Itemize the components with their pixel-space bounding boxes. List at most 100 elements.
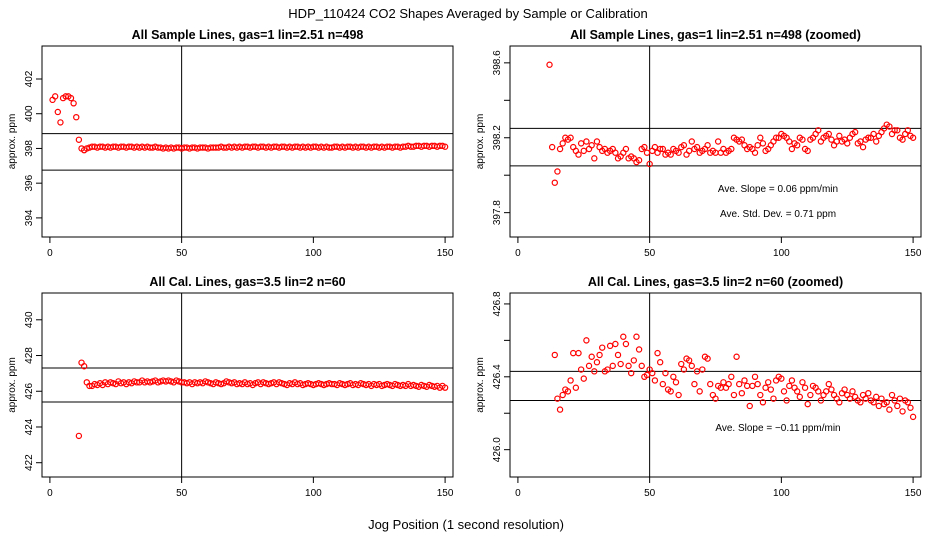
y-tick-label: 424 (24, 418, 35, 435)
data-point (617, 360, 624, 368)
data-point (651, 377, 659, 384)
data-point (559, 391, 566, 399)
x-tick-label: 50 (176, 488, 188, 499)
data-point (577, 366, 585, 373)
data-point (799, 136, 806, 143)
data-point (799, 379, 806, 386)
data-point (886, 406, 893, 413)
data-point (54, 108, 62, 116)
data-point (643, 371, 651, 379)
data-point (757, 391, 764, 399)
data-point (741, 377, 748, 384)
data-point (620, 333, 627, 340)
data-point (704, 355, 711, 362)
data-point (714, 138, 722, 145)
data-point (709, 391, 717, 399)
data-point (680, 366, 688, 373)
panel-cal-lines: All Cal. Lines, gas=3.5 lin=2 n=60 0 50 100… (7, 275, 454, 499)
data-point (580, 375, 587, 382)
data-point (859, 143, 867, 151)
data-point (873, 393, 880, 401)
data-point (825, 380, 832, 388)
data-point (86, 382, 93, 390)
data-point (662, 369, 669, 377)
y-tick-label: 398 (24, 140, 35, 157)
data-point (604, 366, 611, 373)
data-point (591, 368, 598, 375)
data-point (672, 379, 680, 386)
plot-frame (509, 292, 922, 478)
data-point (780, 388, 788, 395)
x-tick-label: 150 (905, 248, 922, 259)
y-tick-label: 428 (24, 347, 35, 364)
x-tick-label: 150 (437, 488, 454, 499)
data-point (575, 349, 582, 357)
data-point (707, 380, 714, 388)
data-point (643, 149, 651, 156)
panel-cal-lines-zoomed: All Cal. Lines, gas=3.5 lin=2 n=60 (zoom… (475, 275, 922, 499)
data-point (851, 393, 859, 401)
data-point (678, 360, 685, 368)
data-point (635, 157, 643, 164)
data-point (783, 397, 790, 404)
data-point (865, 134, 872, 141)
data-point (675, 391, 682, 399)
data-point (894, 402, 901, 410)
data-point (857, 138, 864, 145)
data-point (51, 93, 59, 100)
data-point (559, 140, 566, 147)
y-tick-label: 426.8 (492, 291, 503, 316)
data-point (759, 140, 767, 147)
data-point (583, 138, 590, 145)
data-point (667, 151, 674, 158)
data-point (548, 143, 556, 151)
data-point (751, 149, 759, 156)
annotation: Ave. Slope = −0.11 ppm/min (715, 423, 840, 434)
data-point (612, 149, 619, 156)
data-point (720, 379, 727, 386)
data-point (751, 373, 759, 381)
data-point (841, 386, 848, 393)
x-tick-label: 150 (905, 488, 922, 499)
data-point (825, 130, 832, 138)
data-point (688, 362, 695, 370)
data-point (836, 399, 843, 406)
data-point (859, 391, 867, 399)
x-tick-label: 100 (773, 488, 790, 499)
panel-title: All Cal. Lines, gas=3.5 lin=2 n=60 (zoom… (588, 275, 843, 289)
data-point (754, 380, 761, 388)
y-axis-label: approx. ppm (475, 114, 486, 170)
data-point (704, 142, 711, 149)
data-point (736, 380, 743, 388)
data-point (788, 145, 796, 153)
x-tick-label: 150 (437, 248, 454, 259)
data-point (685, 357, 693, 364)
x-tick-label: 0 (515, 248, 521, 259)
y-tick-label: 394 (24, 209, 35, 226)
y-tick-label: 426.0 (492, 437, 503, 462)
data-point (133, 379, 141, 386)
data-point (764, 379, 772, 386)
data-point (738, 389, 746, 397)
data-point (625, 362, 632, 370)
data-point (894, 127, 901, 134)
data-point (556, 145, 564, 153)
data-point (441, 384, 449, 391)
data-point (754, 142, 761, 149)
y-tick-label: 400 (24, 105, 35, 122)
data-point (849, 388, 856, 395)
data-point (593, 359, 601, 366)
data-point (846, 395, 854, 402)
data-point (909, 413, 917, 421)
data-point (577, 140, 585, 147)
data-point (830, 391, 838, 399)
data-point (633, 333, 640, 340)
annotation: Ave. Slope = 0.06 ppm/min (718, 184, 838, 195)
data-point (656, 359, 664, 366)
data-point (685, 147, 693, 155)
data-point (551, 179, 558, 186)
y-axis-label: approx. ppm (475, 357, 486, 413)
data-point (904, 127, 912, 134)
data-point (699, 366, 706, 373)
data-point (583, 337, 590, 344)
